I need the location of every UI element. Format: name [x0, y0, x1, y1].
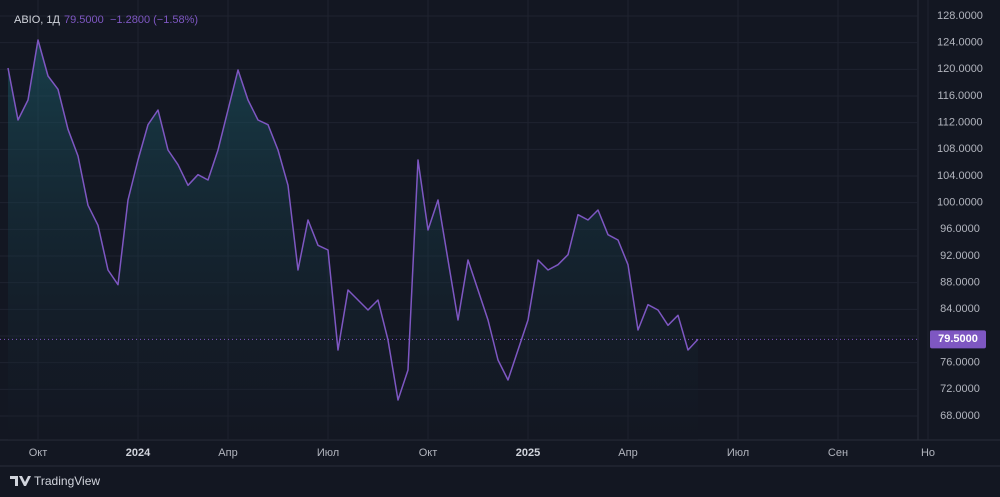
- x-tick-label: 2025: [516, 447, 540, 459]
- y-tick-label: 104.0000: [937, 170, 983, 182]
- price-line: [7, 39, 699, 401]
- x-tick-label: Окт: [29, 447, 48, 459]
- x-tick-label: Окт: [419, 447, 438, 459]
- x-tick-label: Но: [921, 447, 935, 459]
- x-tick-label: Апр: [218, 447, 237, 459]
- brand: TradingView: [34, 474, 100, 488]
- y-tick-label: 72.0000: [940, 383, 980, 395]
- price-change: −1.2800 (−1.58%): [110, 14, 198, 26]
- y-tick-label: 84.0000: [940, 303, 980, 315]
- y-tick-label: 76.0000: [940, 357, 980, 369]
- symbol: ABIO, 1Д: [14, 14, 61, 26]
- y-tick-label: 128.0000: [937, 10, 983, 22]
- logo-icon: [10, 476, 31, 486]
- y-tick-label: 116.0000: [937, 90, 982, 102]
- x-tick-label: Апр: [618, 447, 637, 459]
- y-tick-label: 108.0000: [937, 143, 983, 155]
- x-tick-label: Июл: [317, 447, 339, 459]
- x-tick-label: 2024: [126, 447, 151, 459]
- x-tick-label: Июл: [727, 447, 749, 459]
- y-tick-label: 96.0000: [940, 223, 980, 235]
- last-price-tag: [930, 330, 986, 349]
- axis: 68.000072.000076.000080.000084.000088.00…: [29, 10, 986, 459]
- y-tick-label: 92.0000: [940, 250, 980, 262]
- y-tick-label: 100.0000: [937, 197, 983, 209]
- y-tick-label: 112.0000: [937, 117, 982, 129]
- area-fill: [8, 40, 698, 440]
- last-price: 79.5000: [64, 14, 104, 26]
- y-tick-label: 68.0000: [940, 410, 980, 422]
- y-tick-label: 124.0000: [937, 37, 983, 49]
- last-price-tag-label: 79.5000: [938, 333, 978, 345]
- y-tick-label: 88.0000: [940, 277, 980, 289]
- x-tick-label: Сен: [828, 447, 848, 459]
- plot: [0, 39, 918, 440]
- y-tick-label: 120.0000: [937, 63, 983, 75]
- logo: [10, 476, 31, 486]
